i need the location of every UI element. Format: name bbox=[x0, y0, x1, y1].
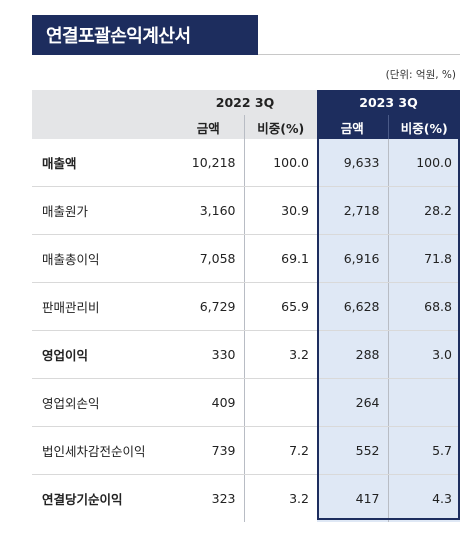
amount-2023: 264 bbox=[317, 378, 388, 427]
income-statement-table: 2022 3Q 2023 3Q 금액 비중(%) 금액 비중(%) 매출액 10,… bbox=[32, 90, 460, 522]
ratio-2022: 7.2 bbox=[243, 426, 317, 475]
ratio-2022: 100.0 bbox=[243, 139, 317, 187]
row-label: 영업외손익 bbox=[32, 378, 173, 427]
row-label: 영업이익 bbox=[32, 330, 173, 379]
ratio-2022: 3.2 bbox=[243, 330, 317, 379]
ratio-2022: 69.1 bbox=[243, 234, 317, 283]
ratio-2023: 4.3 bbox=[387, 474, 460, 522]
amount-2022: 7,058 bbox=[173, 234, 244, 283]
amount-2023: 2,718 bbox=[317, 186, 388, 235]
header-ratio-2022: 비중(%) bbox=[243, 115, 317, 139]
amount-2022: 330 bbox=[173, 330, 244, 379]
amount-2022: 739 bbox=[173, 426, 244, 475]
ratio-2023: 68.8 bbox=[387, 282, 460, 331]
ratio-2023: 100.0 bbox=[387, 139, 460, 187]
amount-2022: 6,729 bbox=[173, 282, 244, 331]
ratio-2022 bbox=[243, 378, 317, 427]
row-label: 매출총이익 bbox=[32, 234, 173, 283]
header-amount-2023: 금액 bbox=[317, 115, 388, 139]
table-row: 영업외손익 409 264 bbox=[32, 378, 460, 427]
row-label: 법인세차감전순이익 bbox=[32, 426, 173, 475]
ratio-2022: 65.9 bbox=[243, 282, 317, 331]
page-title-text: 연결포괄손익계산서 bbox=[46, 26, 191, 47]
row-label: 연결당기순이익 bbox=[42, 492, 123, 507]
amount-2022: 409 bbox=[173, 378, 244, 427]
ratio-2023: 28.2 bbox=[387, 186, 460, 235]
header-period-2023: 2023 3Q bbox=[317, 90, 460, 115]
amount-2023: 6,916 bbox=[317, 234, 388, 283]
page-title: 연결포괄손익계산서 bbox=[32, 15, 258, 55]
ratio-2022: 30.9 bbox=[243, 186, 317, 235]
row-label: 매출액 bbox=[32, 139, 173, 187]
header-ratio-2023: 비중(%) bbox=[387, 115, 460, 139]
ratio-2023: 71.8 bbox=[387, 234, 460, 283]
table-row: 매출원가 3,160 30.9 2,718 28.2 bbox=[32, 186, 460, 235]
title-divider bbox=[258, 54, 460, 55]
amount-2023: 6,628 bbox=[317, 282, 388, 331]
ratio-2022: 3.2 bbox=[243, 474, 317, 522]
header-item-blank bbox=[32, 90, 173, 139]
amount-2022: 3,160 bbox=[173, 186, 244, 235]
header-amount-2022: 금액 bbox=[173, 115, 244, 139]
amount-2022: 10,218 bbox=[173, 139, 244, 187]
row-label: 판매관리비 bbox=[32, 282, 173, 331]
header-period-2022: 2022 3Q bbox=[173, 90, 317, 115]
amount-2023: 417 bbox=[317, 474, 388, 522]
table-row: 판매관리비 6,729 65.9 6,628 68.8 bbox=[32, 282, 460, 331]
ratio-2023: 3.0 bbox=[387, 330, 460, 379]
amount-2023: 288 bbox=[317, 330, 388, 379]
unit-note: (단위: 억원, %) bbox=[385, 69, 456, 81]
amount-2022: 323 bbox=[211, 491, 236, 506]
table-row: 매출액 10,218 100.0 9,633 100.0 bbox=[32, 139, 460, 187]
table-row: 연결당기순이익 323 3.2 417 4.3 bbox=[32, 474, 460, 522]
ratio-2023 bbox=[387, 378, 460, 427]
ratio-2023: 5.7 bbox=[387, 426, 460, 475]
amount-2023: 552 bbox=[317, 426, 388, 475]
amount-2023: 9,633 bbox=[317, 139, 388, 187]
row-label: 매출원가 bbox=[32, 186, 173, 235]
table-row: 매출총이익 7,058 69.1 6,916 71.8 bbox=[32, 234, 460, 283]
table-row: 법인세차감전순이익 739 7.2 552 5.7 bbox=[32, 426, 460, 475]
table-row: 영업이익 330 3.2 288 3.0 bbox=[32, 330, 460, 379]
